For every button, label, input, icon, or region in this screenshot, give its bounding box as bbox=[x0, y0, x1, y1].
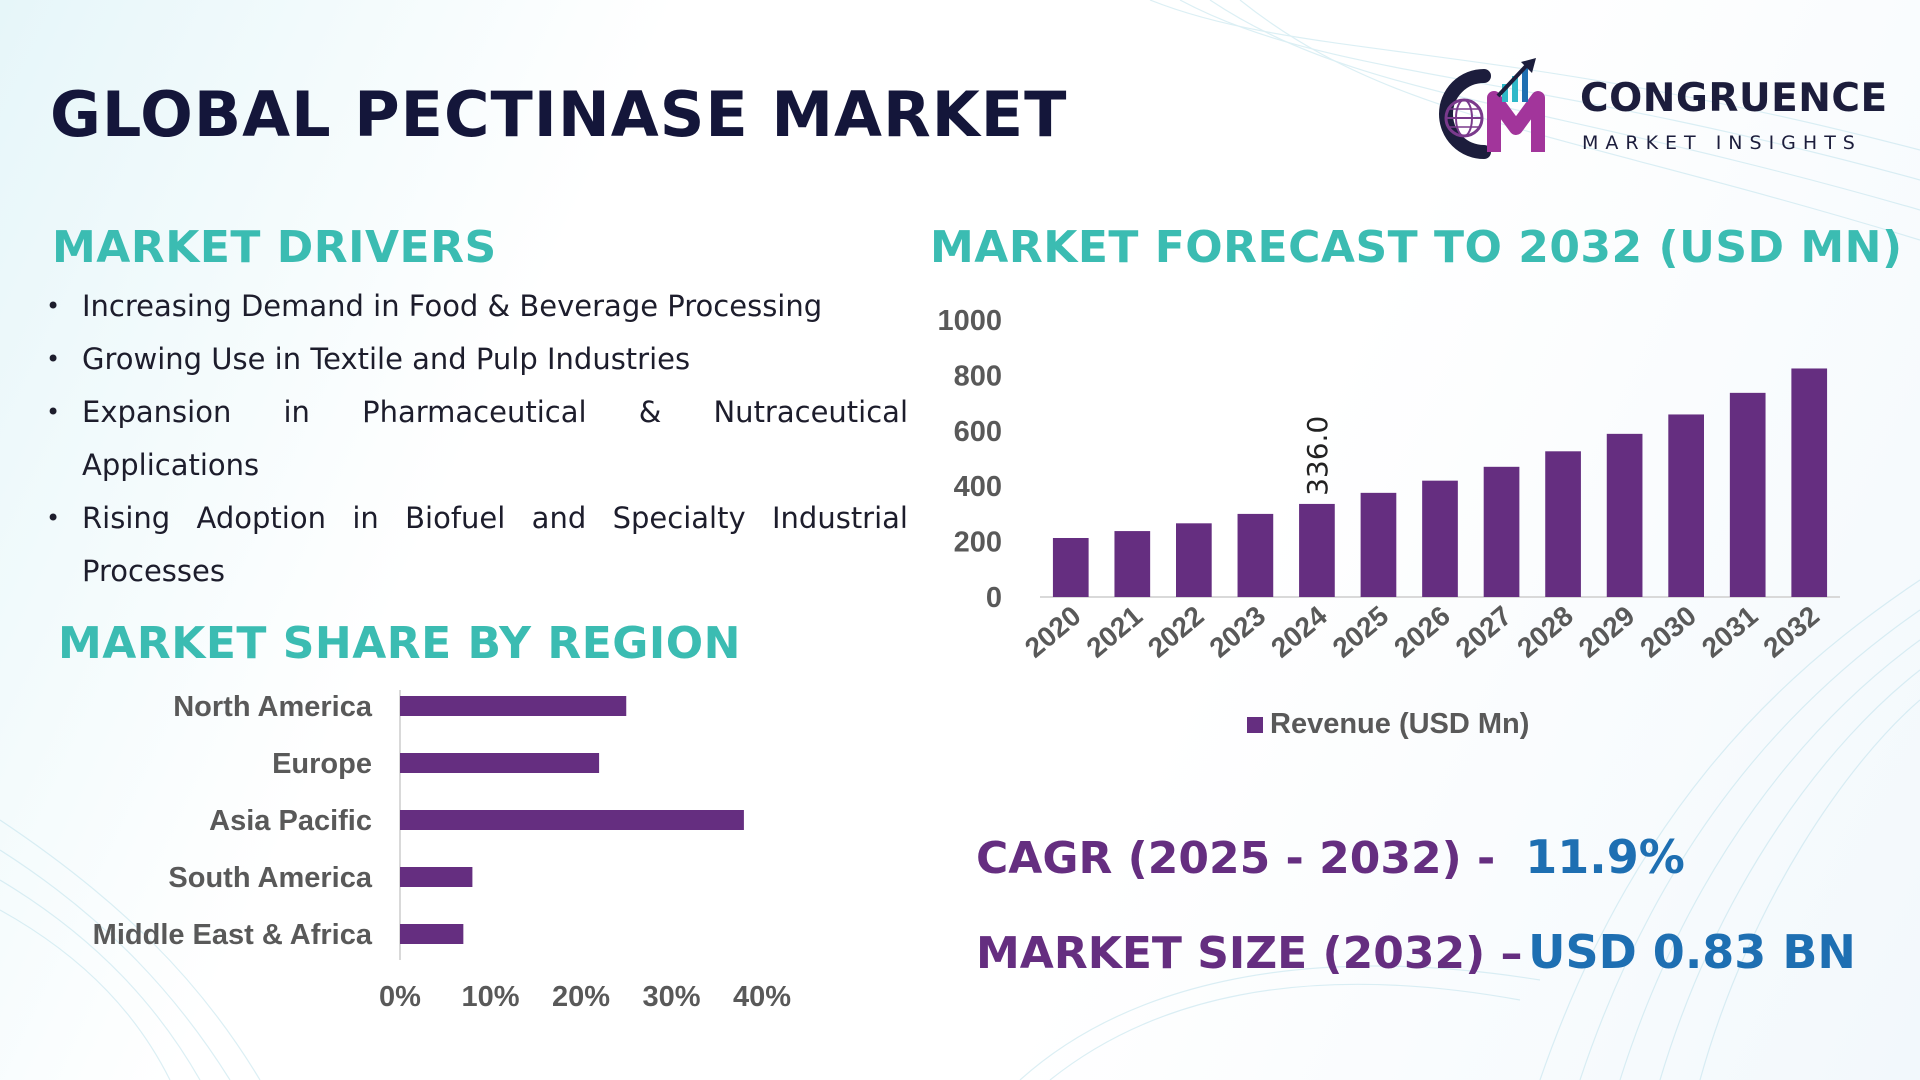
x-tick-label: 2029 bbox=[1573, 600, 1641, 664]
market-size-kpi: MARKET SIZE (2032) – USD 0.83 BN bbox=[976, 925, 1856, 979]
forecast-bar-2023 bbox=[1237, 513, 1274, 597]
region-bar-south-america bbox=[400, 867, 473, 887]
region-chart-title: MARKET SHARE BY REGION bbox=[58, 618, 741, 669]
region-bar-north-america bbox=[400, 696, 627, 716]
forecast-bar-2031 bbox=[1729, 392, 1766, 597]
forecast-bar-2032 bbox=[1791, 368, 1828, 597]
y-tick-label: 600 bbox=[954, 416, 1002, 448]
region-label: South America bbox=[168, 862, 372, 894]
x-tick-label: 0% bbox=[379, 981, 421, 1013]
region-share-bar-chart: North America Europe Asia Pacific South Ame… bbox=[93, 690, 791, 1013]
x-tick-label: 2026 bbox=[1388, 600, 1456, 664]
y-tick-label: 0 bbox=[986, 582, 1002, 614]
x-tick-label: 2027 bbox=[1450, 600, 1518, 664]
region-bar-europe bbox=[400, 753, 600, 773]
market-size-value: USD 0.83 BN bbox=[1528, 925, 1856, 979]
region-label: Middle East & Africa bbox=[93, 919, 373, 951]
legend-label: Revenue (USD Mn) bbox=[1270, 708, 1529, 740]
forecast-bar-2022 bbox=[1176, 523, 1212, 597]
region-label: Europe bbox=[272, 748, 372, 780]
x-tick-label: 2025 bbox=[1327, 600, 1395, 664]
logo-subtitle: MARKET INSIGHTS bbox=[1582, 132, 1862, 154]
forecast-bar-2029 bbox=[1606, 433, 1643, 597]
y-tick-label: 400 bbox=[954, 471, 1002, 503]
region-label: Asia Pacific bbox=[209, 805, 372, 837]
y-tick-label: 800 bbox=[954, 360, 1002, 392]
data-label: 336.0 bbox=[1301, 416, 1334, 496]
forecast-bar-2024 bbox=[1299, 503, 1335, 597]
x-tick-label: 10% bbox=[461, 981, 519, 1013]
driver-item: Growing Use in Textile and Pulp Industri… bbox=[46, 333, 908, 386]
x-tick-label: 20% bbox=[552, 981, 610, 1013]
forecast-chart-title: MARKET FORECAST TO 2032 (USD MN) bbox=[930, 222, 1903, 273]
x-tick-label: 40% bbox=[733, 981, 791, 1013]
x-tick-label: 30% bbox=[642, 981, 700, 1013]
forecast-bar-2020 bbox=[1052, 537, 1089, 597]
x-tick-label: 2032 bbox=[1757, 600, 1825, 664]
market-drivers-title: MARKET DRIVERS bbox=[52, 222, 497, 273]
logo-name: CONGRUENCE bbox=[1580, 76, 1888, 121]
x-tick-label: 2031 bbox=[1696, 600, 1764, 664]
forecast-bar-2030 bbox=[1668, 414, 1704, 597]
region-bar-asia-pacific bbox=[400, 810, 744, 830]
region-bar-middle-east-africa bbox=[400, 924, 464, 944]
forecast-bar-2028 bbox=[1545, 451, 1581, 597]
company-logo: CONGRUENCE MARKET INSIGHTS bbox=[1424, 54, 1894, 164]
y-tick-label: 200 bbox=[954, 527, 1002, 559]
cagr-value: 11.9% bbox=[1525, 830, 1685, 884]
legend-swatch bbox=[1247, 717, 1263, 733]
market-size-label: MARKET SIZE (2032) – bbox=[976, 928, 1523, 979]
x-tick-label: 2023 bbox=[1204, 600, 1272, 664]
region-label: North America bbox=[173, 691, 373, 723]
x-tick-label: 2022 bbox=[1142, 600, 1210, 664]
driver-item: Expansion in Pharmaceutical & Nutraceuti… bbox=[46, 386, 908, 492]
x-tick-label: 2021 bbox=[1081, 600, 1149, 664]
x-tick-label: 2030 bbox=[1634, 600, 1702, 664]
driver-item: Increasing Demand in Food & Beverage Pro… bbox=[46, 280, 908, 333]
forecast-bar-2026 bbox=[1422, 480, 1458, 597]
market-drivers-list: Increasing Demand in Food & Beverage Pro… bbox=[46, 280, 908, 598]
forecast-bar-2027 bbox=[1483, 466, 1520, 597]
x-tick-label: 2028 bbox=[1511, 600, 1579, 664]
x-tick-label: 2020 bbox=[1019, 600, 1087, 664]
globe-bar-chart-logo-icon bbox=[1439, 58, 1545, 159]
x-tick-label: 2024 bbox=[1265, 600, 1333, 664]
cagr-label: CAGR (2025 - 2032) - bbox=[976, 833, 1496, 884]
forecast-bar-2025 bbox=[1360, 492, 1397, 597]
cagr-kpi: CAGR (2025 - 2032) - 11.9% bbox=[976, 830, 1685, 884]
forecast-bar-2021 bbox=[1114, 531, 1151, 597]
y-tick-label: 1000 bbox=[937, 305, 1002, 337]
driver-item: Rising Adoption in Biofuel and Specialty… bbox=[46, 492, 908, 598]
page-title: GLOBAL PECTINASE MARKET bbox=[50, 78, 1068, 151]
